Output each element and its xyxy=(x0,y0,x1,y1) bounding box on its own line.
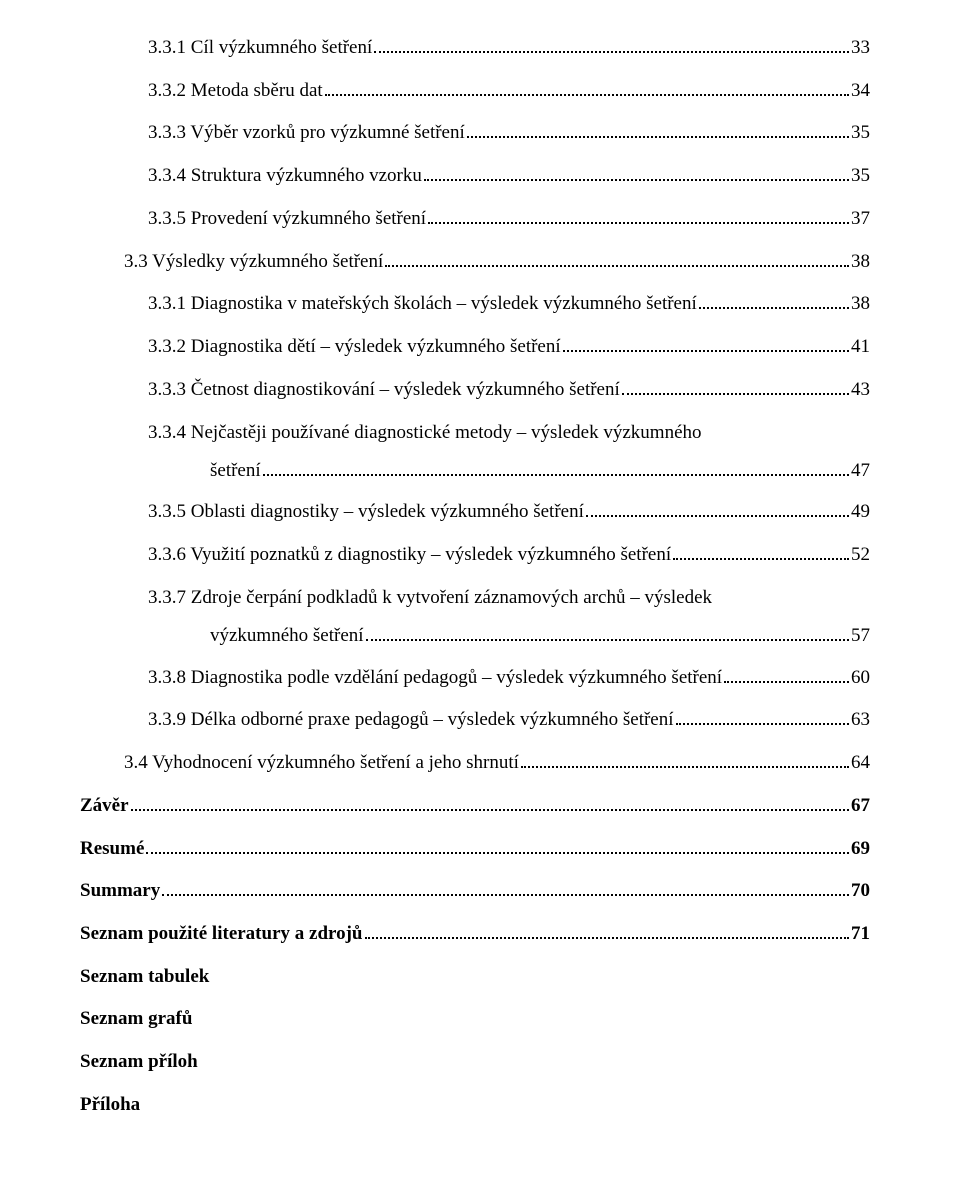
toc-entry-title: 3.3 Výsledky výzkumného šetření xyxy=(124,244,383,280)
toc-entry-title: 3.3.1 Cíl výzkumného šetření xyxy=(148,30,372,66)
toc-entry-title: 3.4 Vyhodnocení výzkumného šetření a jeh… xyxy=(124,745,519,781)
toc-entry-page: 71 xyxy=(851,916,870,952)
toc-entry-title: Závěr xyxy=(80,788,129,824)
toc-entry-page: 38 xyxy=(851,244,870,280)
toc-entry-title: 3.3.6 Využití poznatků z diagnostiky – v… xyxy=(148,537,671,573)
toc-entry-page: 63 xyxy=(851,702,870,738)
toc-dot-leader xyxy=(385,265,849,267)
table-of-contents: 3.3.1 Cíl výzkumného šetření 33 3.3.2 Meto… xyxy=(80,30,870,1123)
toc-entry-continuation: šetření 47 xyxy=(210,453,870,489)
toc-entry: 3.3 Výsledky výzkumného šetření 38 xyxy=(124,244,870,280)
toc-entry-title: 3.3.2 Diagnostika dětí – výsledek výzkum… xyxy=(148,329,561,365)
toc-dot-leader xyxy=(146,852,849,854)
toc-entry: 3.3.4 Nejčastěji používané diagnostické … xyxy=(148,415,870,489)
toc-dot-leader xyxy=(467,136,849,138)
toc-entry: 3.3.1 Cíl výzkumného šetření 33 xyxy=(148,30,870,66)
toc-entry: Seznam tabulek xyxy=(80,959,870,995)
toc-dot-leader xyxy=(673,558,849,560)
toc-entry-title: Seznam použité literatury a zdrojů xyxy=(80,916,363,952)
toc-entry-page: 35 xyxy=(851,115,870,151)
toc-entry: 3.3.2 Metoda sběru dat 34 xyxy=(148,73,870,109)
toc-entry: Resumé 69 xyxy=(80,831,870,867)
toc-entry-title: Resumé xyxy=(80,831,144,867)
toc-entry-page: 49 xyxy=(851,494,870,530)
toc-entry-page: 37 xyxy=(851,201,870,237)
toc-entry-title: Seznam příloh xyxy=(80,1044,198,1080)
toc-dot-leader xyxy=(563,350,849,352)
toc-entry-title: Příloha xyxy=(80,1087,140,1123)
toc-entry-title: 3.3.4 Nejčastěji používané diagnostické … xyxy=(148,415,870,451)
toc-entry-page: 33 xyxy=(851,30,870,66)
toc-entry-page: 70 xyxy=(851,873,870,909)
toc-entry-title-cont: výzkumného šetření xyxy=(210,618,364,654)
toc-entry: 3.3.4 Struktura výzkumného vzorku 35 xyxy=(148,158,870,194)
toc-entry-title: 3.3.7 Zdroje čerpání podkladů k vytvořen… xyxy=(148,580,870,616)
toc-entry-page: 47 xyxy=(851,453,870,489)
toc-entry-title-cont: šetření xyxy=(210,453,261,489)
toc-entry-title: Seznam grafů xyxy=(80,1001,192,1037)
toc-entry: 3.3.6 Využití poznatků z diagnostiky – v… xyxy=(148,537,870,573)
toc-entry-continuation: výzkumného šetření 57 xyxy=(210,618,870,654)
toc-entry: Seznam grafů xyxy=(80,1001,870,1037)
toc-entry-page: 41 xyxy=(851,329,870,365)
toc-entry-title: 3.3.3 Výběr vzorků pro výzkumné šetření xyxy=(148,115,465,151)
toc-entry: Příloha xyxy=(80,1087,870,1123)
toc-dot-leader xyxy=(325,94,849,96)
toc-entry-title: 3.3.1 Diagnostika v mateřských školách –… xyxy=(148,286,697,322)
toc-entry-title: 3.3.3 Četnost diagnostikování – výsledek… xyxy=(148,372,620,408)
toc-dot-leader xyxy=(428,222,849,224)
toc-entry-page: 57 xyxy=(851,618,870,654)
toc-entry-title: 3.3.5 Provedení výzkumného šetření xyxy=(148,201,426,237)
toc-entry-page: 67 xyxy=(851,788,870,824)
toc-entry-page: 64 xyxy=(851,745,870,781)
toc-dot-leader xyxy=(699,307,849,309)
toc-entry: 3.3.8 Diagnostika podle vzdělání pedagog… xyxy=(148,660,870,696)
toc-dot-leader xyxy=(374,51,849,53)
toc-entry: 3.3.9 Délka odborné praxe pedagogů – výs… xyxy=(148,702,870,738)
toc-entry: Seznam použité literatury a zdrojů 71 xyxy=(80,916,870,952)
toc-entry: 3.3.2 Diagnostika dětí – výsledek výzkum… xyxy=(148,329,870,365)
toc-entry-page: 38 xyxy=(851,286,870,322)
toc-dot-leader xyxy=(424,179,849,181)
toc-entry-page: 69 xyxy=(851,831,870,867)
toc-dot-leader xyxy=(724,681,849,683)
toc-entry-title: 3.3.2 Metoda sběru dat xyxy=(148,73,323,109)
toc-entry-page: 34 xyxy=(851,73,870,109)
toc-entry: 3.3.5 Provedení výzkumného šetření 37 xyxy=(148,201,870,237)
toc-entry: 3.3.3 Výběr vzorků pro výzkumné šetření 3… xyxy=(148,115,870,151)
toc-entry-title: Seznam tabulek xyxy=(80,959,209,995)
toc-entry-page: 52 xyxy=(851,537,870,573)
toc-dot-leader xyxy=(622,393,849,395)
toc-entry-title: 3.3.9 Délka odborné praxe pedagogů – výs… xyxy=(148,702,674,738)
toc-entry-page: 43 xyxy=(851,372,870,408)
toc-dot-leader xyxy=(366,639,849,641)
toc-entry-page: 60 xyxy=(851,660,870,696)
toc-entry: 3.3.3 Četnost diagnostikování – výsledek… xyxy=(148,372,870,408)
toc-entry-title: 3.3.5 Oblasti diagnostiky – výsledek výz… xyxy=(148,494,584,530)
toc-entry: 3.3.1 Diagnostika v mateřských školách –… xyxy=(148,286,870,322)
toc-entry-title: 3.3.4 Struktura výzkumného vzorku xyxy=(148,158,422,194)
toc-dot-leader xyxy=(263,474,849,476)
toc-dot-leader xyxy=(521,766,849,768)
toc-dot-leader xyxy=(131,809,849,811)
toc-entry-title: Summary xyxy=(80,873,160,909)
toc-entry: Seznam příloh xyxy=(80,1044,870,1080)
toc-entry: 3.4 Vyhodnocení výzkumného šetření a jeh… xyxy=(124,745,870,781)
toc-dot-leader xyxy=(365,937,850,939)
toc-entry-page: 35 xyxy=(851,158,870,194)
toc-entry: 3.3.5 Oblasti diagnostiky – výsledek výz… xyxy=(148,494,870,530)
toc-dot-leader xyxy=(586,515,849,517)
toc-dot-leader xyxy=(162,894,849,896)
toc-entry-title: 3.3.8 Diagnostika podle vzdělání pedagog… xyxy=(148,660,722,696)
toc-dot-leader xyxy=(676,723,849,725)
toc-entry: 3.3.7 Zdroje čerpání podkladů k vytvořen… xyxy=(148,580,870,654)
toc-entry: Závěr 67 xyxy=(80,788,870,824)
toc-entry: Summary 70 xyxy=(80,873,870,909)
toc-page: 3.3.1 Cíl výzkumného šetření 33 3.3.2 Meto… xyxy=(0,0,960,1190)
